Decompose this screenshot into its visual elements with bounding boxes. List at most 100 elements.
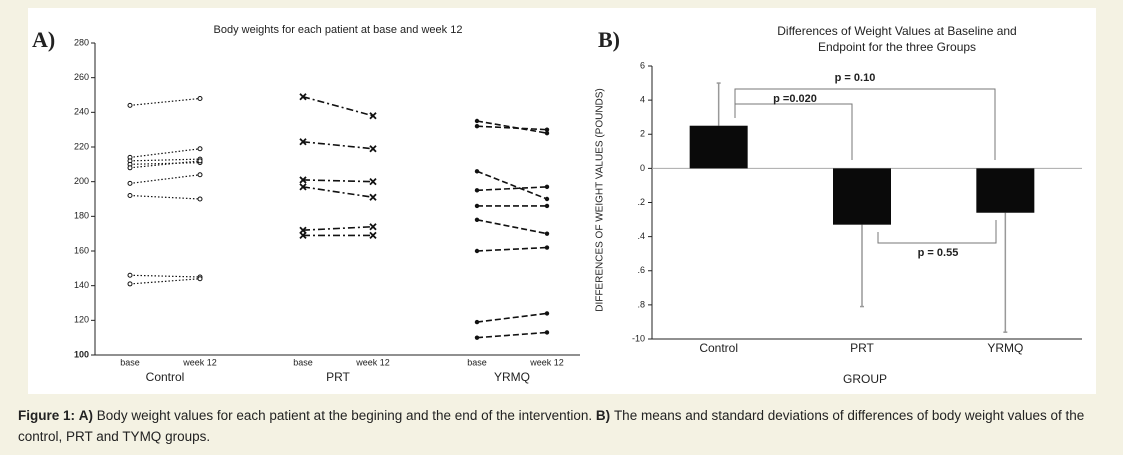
marker [127,165,133,171]
marker [197,172,203,178]
patient-line [129,274,201,278]
y-tick-label: 140 [74,280,89,290]
patient-line [129,160,201,169]
annotation: p =0.020 [773,93,817,105]
panel-background [28,8,1096,394]
patient-line [129,158,201,162]
x-tick-label: base [293,357,313,367]
annotation: p = 0.55 [918,247,959,259]
x-tick-label: week 12 [355,357,390,367]
y-tick-label: 6 [640,60,645,70]
patient-line [302,186,374,199]
marker [127,193,133,199]
marker [544,231,550,236]
marker [299,93,307,101]
marker [369,178,377,186]
y-tick-label: 180 [74,211,89,221]
marker [474,169,480,174]
marker [474,335,480,340]
patient-line [476,246,548,252]
patient-line [476,219,548,235]
patient-line [476,125,548,131]
y-tick-label: .4 [637,231,645,241]
x-tick-label: week 12 [182,357,217,367]
y-tick-label: 220 [74,141,89,151]
marker [474,319,480,325]
group-label: YRMQ [494,370,530,384]
marker [369,112,377,120]
panel-label: B) [598,27,620,52]
patient-line [129,174,201,184]
group-label: PRT [326,370,350,384]
x-tick-label: PRT [850,341,874,355]
bracket [734,103,853,160]
brackets [734,88,997,244]
chart-title: Differences of Weight Values at Baseline… [777,24,1016,38]
patient-line [302,179,374,183]
marker [127,180,133,186]
marker [369,231,377,240]
marker [127,102,133,108]
patient-line [302,225,374,231]
patient-line [129,162,201,165]
caption: Figure 1: A) Body weight values for each p… [18,405,1108,447]
chart-title: Body weights for each patient at base an… [214,24,463,36]
y-tick-label: 100 [74,349,89,359]
bracket [877,220,997,244]
x-tick-label: base [120,357,140,367]
marker [299,183,307,191]
marker [369,223,377,231]
patient-line [476,170,548,200]
caption-text: Body weight values for each patient at t… [96,408,593,423]
bracket [734,88,996,160]
y-tick-label: 280 [74,37,89,47]
x-tick-label: YRMQ [987,341,1023,355]
marker [369,145,377,153]
caption-text: The means and standard deviations of dif… [18,408,1085,444]
marker [299,138,307,146]
marker [544,127,550,132]
x-tick-label: week 12 [529,357,564,367]
patient-line [476,186,548,192]
annotation: p = 0.10 [835,72,876,84]
y-tick-label: 0 [640,163,645,173]
x-tick-label: Control [699,341,738,355]
marker [474,118,480,124]
patient-line [129,194,201,200]
patient-line [129,148,201,158]
bar [833,168,891,225]
marker [299,176,307,184]
patient-line [476,331,548,339]
caption-text: B) [595,408,611,423]
bar [976,168,1035,213]
patient-line [129,278,201,285]
chart-title: Endpoint for the three Groups [818,40,976,54]
group-label: Control [146,370,185,384]
x-tick-label: base [467,357,487,367]
y-tick-label: .8 [637,299,645,309]
x-axis-label: GROUP [843,372,887,386]
marker [197,158,203,164]
panel-label: A) [32,27,55,52]
y-tick-label: 4 [640,95,645,105]
marker [544,330,550,335]
y-tick-label: .6 [637,265,645,275]
marker [544,203,550,209]
y-tick-label: 200 [74,176,89,186]
charts: A) Body weights for each patient at base… [28,8,1096,394]
marker [544,196,550,202]
marker [544,311,550,316]
marker [197,276,203,282]
marker [197,196,203,202]
patient-line [476,120,548,134]
y-tick-label: 260 [74,72,89,82]
marker [474,124,480,129]
marker [197,95,203,101]
marker [544,184,550,190]
marker [544,130,550,136]
marker [127,272,133,278]
y-tick-label: 120 [74,315,89,325]
marker [369,193,377,201]
caption-text: A) [78,408,94,423]
